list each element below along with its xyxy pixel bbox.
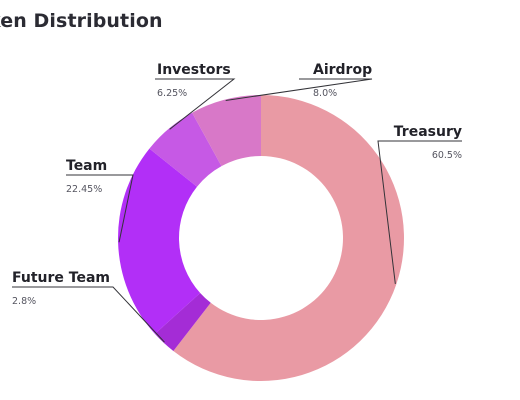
- slice-team[interactable]: [118, 148, 201, 334]
- label-future-team: Future Team: [12, 270, 110, 286]
- value-label-airdrop: 8.0%: [313, 88, 337, 99]
- chart-title: ken Distribution: [0, 10, 163, 32]
- labels-group: Treasury 60.5% Future Team 2.8% Team 22.45% In…: [12, 62, 462, 343]
- label-investors: Investors: [157, 62, 231, 78]
- slices-group: [118, 95, 404, 381]
- leader-line-treasury: [377, 140, 462, 285]
- value-label-investors: 6.25%: [157, 88, 187, 99]
- slice-future-team[interactable]: [154, 292, 211, 351]
- leader-line-investors: [155, 78, 236, 130]
- label-treasury: Treasury: [394, 124, 462, 140]
- value-label-team: 22.45%: [66, 184, 102, 195]
- label-airdrop: Airdrop: [313, 62, 372, 78]
- leader-line-future-team: [12, 286, 165, 343]
- value-label-treasury: 60.5%: [432, 150, 462, 161]
- slice-airdrop[interactable]: [192, 95, 261, 167]
- slice-investors[interactable]: [149, 112, 222, 187]
- leader-line-team: [66, 174, 134, 243]
- label-team: Team: [66, 158, 107, 174]
- leader-line-airdrop: [225, 78, 373, 101]
- value-label-future-team: 2.8%: [12, 296, 36, 307]
- slice-treasury[interactable]: [173, 95, 404, 381]
